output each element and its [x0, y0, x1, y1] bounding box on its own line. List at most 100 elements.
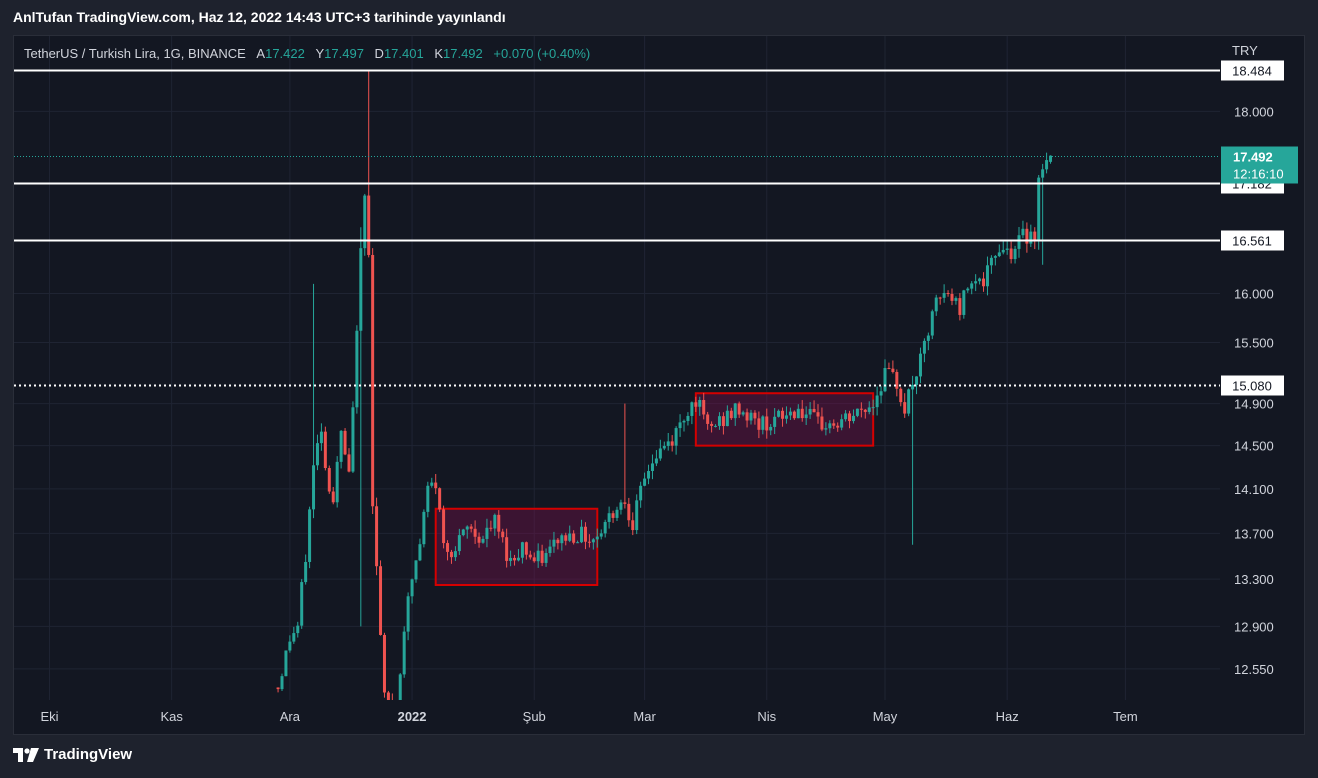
candle-body — [781, 410, 785, 419]
candle-body — [808, 408, 812, 415]
candle-body — [670, 441, 674, 446]
candle-body — [698, 400, 702, 407]
candle-body — [276, 687, 280, 690]
candle-body — [607, 513, 611, 522]
candle-body — [532, 557, 536, 562]
level-label-box — [1221, 375, 1284, 396]
y-tick-label: 14.100 — [1234, 482, 1274, 497]
candle-body — [375, 506, 379, 567]
candle-body — [485, 527, 489, 539]
candle-body — [883, 367, 887, 392]
candle-body — [879, 391, 883, 396]
range-box — [694, 392, 875, 447]
candle-body — [654, 458, 658, 464]
candle-body — [505, 537, 509, 561]
candle-body — [930, 311, 934, 336]
candle-body — [312, 465, 316, 510]
candle-body — [568, 533, 572, 541]
candle-body — [871, 407, 875, 409]
candle-body — [1045, 160, 1049, 170]
candle-body — [619, 502, 623, 510]
candle-body — [465, 526, 469, 530]
candle-body — [430, 482, 434, 486]
y-tick-label: 16.000 — [1234, 286, 1274, 301]
candle-body — [836, 425, 840, 428]
candle-body — [513, 557, 517, 561]
level-label: 15.080 — [1232, 379, 1272, 394]
x-tick-label: Eki — [40, 709, 58, 724]
candle-body — [911, 384, 915, 390]
candle-body — [461, 529, 465, 536]
candle-body — [867, 407, 871, 412]
change-value: +0.070 (+0.40%) — [493, 46, 591, 61]
current-price-countdown: 12:16:10 — [1233, 167, 1284, 182]
x-tick-label: Haz — [996, 709, 1019, 724]
candle-body — [536, 550, 540, 562]
candle-body — [891, 368, 895, 373]
candle-body — [371, 254, 375, 507]
candle-body — [702, 400, 706, 415]
publish-info: AnlTufan TradingView.com, Haz 12, 2022 1… — [13, 9, 506, 25]
candle-body — [674, 428, 678, 446]
candle-body — [725, 410, 729, 427]
candle-body — [449, 551, 453, 558]
level-label: 16.561 — [1232, 234, 1272, 249]
candle-body — [422, 511, 426, 545]
x-tick-label: 2022 — [398, 709, 427, 724]
candle-body — [926, 335, 930, 341]
candle-body — [327, 468, 331, 492]
candle-body — [323, 431, 327, 469]
candle-body — [682, 420, 686, 423]
candle-body — [769, 426, 773, 431]
candle-body — [631, 520, 635, 531]
candle-body — [741, 412, 745, 415]
candle-body — [304, 561, 308, 583]
low-value: 17.401 — [383, 46, 424, 61]
candle-body — [284, 650, 288, 677]
candle-body — [477, 536, 481, 543]
candle-body — [418, 544, 422, 561]
candle-body — [335, 461, 339, 503]
candle-body — [292, 633, 296, 642]
candle-body — [784, 415, 788, 419]
candle-body — [1013, 248, 1017, 260]
candle-body — [678, 422, 682, 429]
symbol-title[interactable]: TetherUS / Turkish Lira, 1G, BINANCE — [24, 46, 246, 61]
candle-body — [572, 533, 576, 543]
candle-body — [954, 298, 958, 301]
currency-label[interactable]: TRY — [1232, 43, 1258, 58]
candle-body — [560, 535, 564, 544]
candle-body — [989, 257, 993, 266]
candle-body — [635, 500, 639, 531]
candle-body — [966, 288, 970, 291]
candle-body — [662, 445, 666, 449]
x-tick-label: Şub — [523, 709, 546, 724]
candle-body — [347, 454, 351, 472]
y-tick-label: 18.000 — [1234, 104, 1274, 119]
candle-body — [1049, 155, 1053, 162]
candle-body — [970, 283, 974, 289]
candle-body — [497, 514, 501, 532]
y-tick-label: 12.550 — [1234, 662, 1274, 677]
candle-body — [840, 419, 844, 428]
candle-body — [1021, 228, 1025, 236]
current-price-tag — [1221, 146, 1298, 184]
candle-body — [520, 542, 524, 558]
candle-body — [382, 634, 386, 693]
candle-body — [548, 546, 552, 554]
candle-body — [761, 416, 765, 430]
candle-body — [666, 441, 670, 446]
candle-body — [922, 340, 926, 354]
candle-body — [773, 416, 777, 427]
candle-body — [997, 252, 1001, 257]
candle-body — [615, 509, 619, 518]
candle-body — [315, 443, 319, 466]
candle-body — [434, 482, 438, 489]
candle-body — [580, 526, 584, 543]
y-tick-label: 13.300 — [1234, 572, 1274, 587]
candle-body — [749, 412, 753, 421]
x-tick-label: Nis — [757, 709, 776, 724]
candle-body — [300, 582, 304, 626]
candle-body — [650, 463, 654, 472]
